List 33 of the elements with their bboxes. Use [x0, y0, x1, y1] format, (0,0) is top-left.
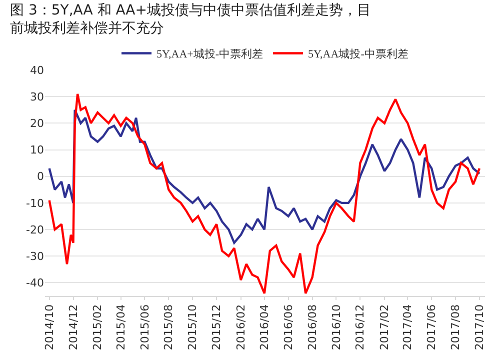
x-tick-label: 2015/04: [114, 304, 128, 350]
x-tick-label: 2016/02: [234, 304, 248, 350]
y-tick-label: 40: [30, 64, 44, 77]
x-tick-label: 2017/08: [449, 304, 462, 350]
line-series: [48, 108, 481, 244]
y-tick-label: -10: [26, 196, 44, 210]
x-tick-label: 2015/02: [91, 304, 104, 350]
x-tick-label: 2017/10: [473, 304, 486, 350]
x-tick-label: 2015/08: [162, 304, 176, 350]
x-tick-label: 2016/08: [306, 304, 319, 350]
y-tick-label: 20: [30, 117, 44, 130]
y-tick-label: 0: [37, 170, 44, 184]
x-tick-label: 2015/12: [210, 304, 224, 350]
y-tick-label: 10: [30, 144, 44, 157]
x-tick-label: 2014/10: [42, 304, 56, 350]
y-tick-label: -40: [26, 276, 44, 290]
x-tick-label: 2015/10: [186, 304, 200, 350]
legend-label: 5Y,AA+城投-中票利差: [156, 48, 264, 61]
x-tick-label: 2016/06: [282, 304, 295, 350]
x-tick-label: 2016/12: [354, 304, 367, 350]
x-tick-label: 2014/12: [66, 304, 80, 350]
x-tick-label: 2015/06: [138, 304, 152, 350]
y-tick-label: -20: [26, 223, 44, 236]
x-tick-label: 2017/02: [378, 304, 392, 350]
y-tick-label: 30: [30, 90, 44, 104]
x-tick-label: 2017/04: [401, 304, 414, 350]
x-tick-label: 2017/06: [425, 304, 438, 350]
chart-title: 图 3：5Y,AA 和 AA+城投债与中债中票估值利差走势，目前城投利差补偿并不充分: [10, 2, 371, 37]
line-series: [48, 92, 481, 294]
legend-label: 5Y,AA城投-中票利差: [308, 48, 408, 61]
x-tick-label: 2016/04: [258, 304, 271, 350]
y-tick-label: -30: [26, 250, 44, 263]
x-tick-label: 2016/10: [330, 304, 343, 350]
